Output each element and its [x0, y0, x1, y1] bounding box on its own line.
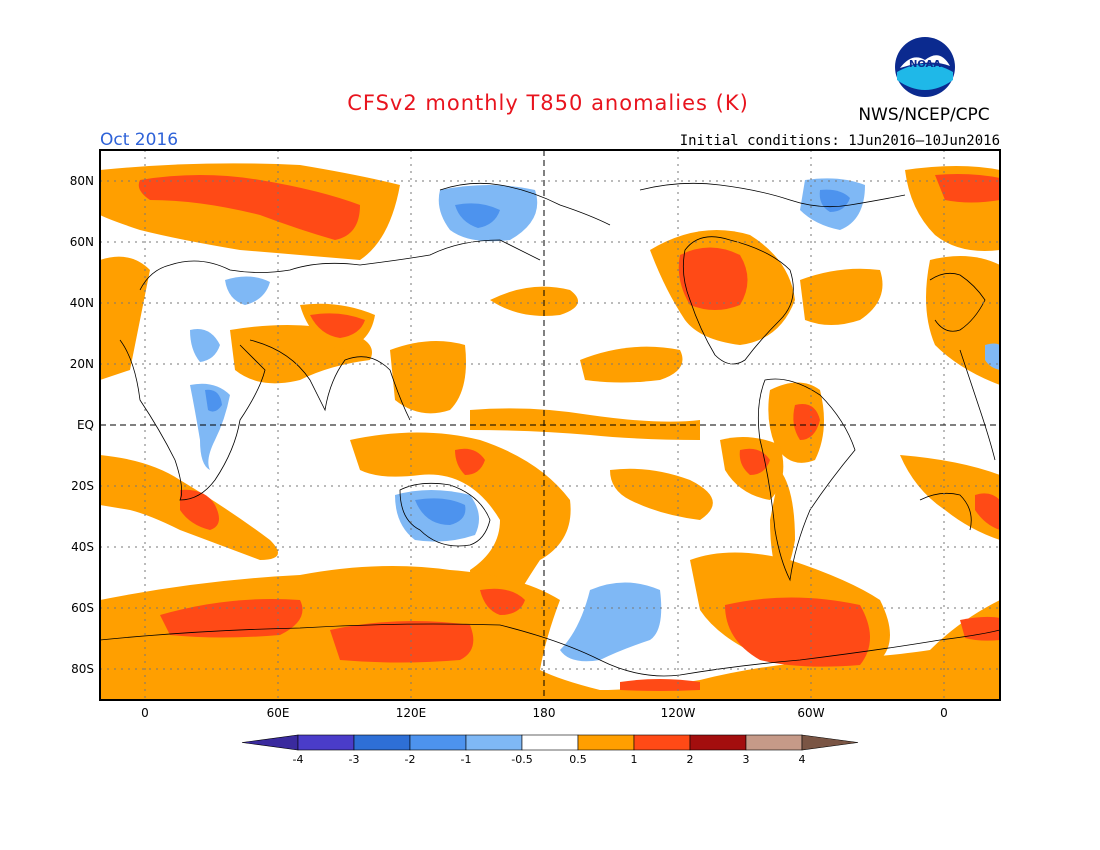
colorbar-label: 3 [743, 753, 750, 766]
lon-label: 180 [533, 706, 556, 720]
cold-anomaly-1-2 [205, 189, 850, 525]
lon-label: 120E [396, 706, 427, 720]
colorbar-triangle-low [241, 734, 299, 751]
colorbar-label: -2 [405, 753, 416, 766]
lon-label: 60E [267, 706, 290, 720]
colorbar-label: -3 [349, 753, 360, 766]
lat-label: 60N [70, 235, 94, 249]
colorbar-swatch [409, 734, 467, 751]
colorbar-swatch [633, 734, 691, 751]
lat-label: 20N [70, 357, 94, 371]
lat-label: 80S [71, 662, 94, 676]
colorbar-label: 4 [799, 753, 806, 766]
valid-month: Oct 2016 [100, 130, 178, 150]
noaa-logo-text: NOAA [909, 59, 941, 70]
equator-dateline [100, 150, 1000, 700]
colorbar-swatch [297, 734, 355, 751]
lat-label: 40N [70, 296, 94, 310]
colorbar-swatch [689, 734, 747, 751]
figure-title: CFSv2 monthly T850 anomalies (K) [347, 91, 749, 115]
lat-label: 20S [71, 479, 94, 493]
colorbar: -4 -3 -2 -1 -0.5 0.5 1 2 3 4 [241, 734, 859, 766]
lon-label: 120W [661, 706, 696, 720]
anomaly-field [100, 150, 1000, 700]
lon-label: 60W [797, 706, 824, 720]
lat-label: 60S [71, 601, 94, 615]
agency-label: NWS/NCEP/CPC [858, 105, 989, 125]
lat-label: 80N [70, 174, 94, 188]
lon-label: 0 [940, 706, 948, 720]
colorbar-label: -0.5 [511, 753, 532, 766]
colorbar-label: 0.5 [569, 753, 587, 766]
colorbar-swatch [521, 734, 579, 751]
colorbar-label: 2 [687, 753, 694, 766]
colorbar-label: -1 [461, 753, 472, 766]
noaa-logo-icon: NOAA [895, 37, 955, 97]
lon-label: 0 [141, 706, 149, 720]
latitude-labels: 80N 60N 40N 20N EQ 20S 40S 60S 80S [70, 174, 94, 676]
longitude-labels: 0 60E 120E 180 120W 60W 0 [141, 706, 948, 720]
coastlines [100, 182, 1000, 677]
colorbar-swatch [577, 734, 635, 751]
warm-anomaly-1-2 [138, 174, 1000, 691]
colorbar-swatch [465, 734, 523, 751]
colorbar-label: -4 [293, 753, 304, 766]
initial-conditions: Initial conditions: 1Jun2016–10Jun2016 [680, 133, 1000, 149]
map-frame [99, 149, 1001, 701]
colorbar-triangle-high [801, 734, 859, 751]
lat-label: EQ [77, 418, 94, 432]
lat-label: 40S [71, 540, 94, 554]
colorbar-swatch [353, 734, 411, 751]
colorbar-swatch [745, 734, 803, 751]
colorbar-label: 1 [631, 753, 638, 766]
